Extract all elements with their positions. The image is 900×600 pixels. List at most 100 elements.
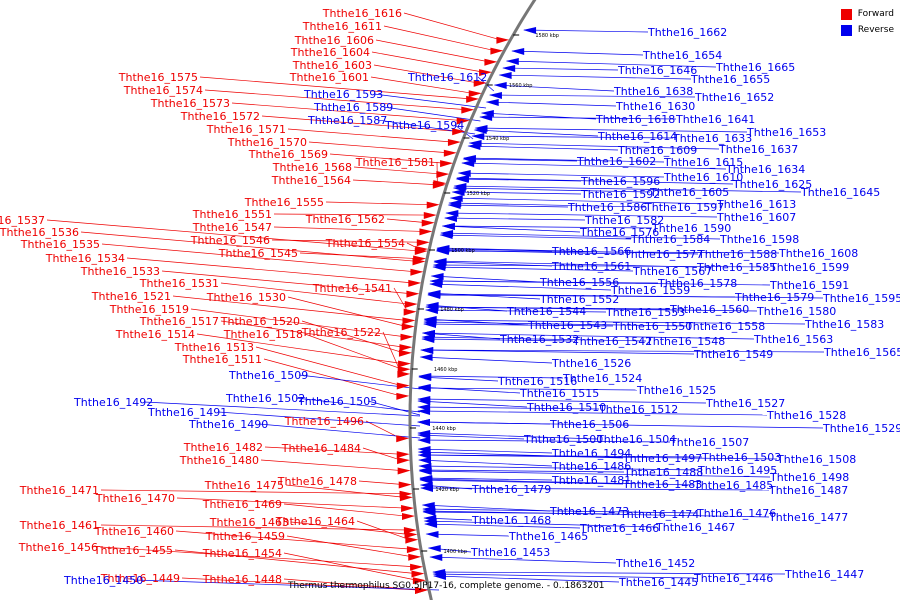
gene-label-reverse: Ththe16_1481 — [551, 474, 631, 487]
gene-label-reverse: Ththe16_1645 — [800, 186, 880, 199]
reverse-gene-arrow — [429, 554, 443, 561]
gene-label-reverse: Ththe16_1483 — [622, 478, 702, 491]
forward-gene-arrow — [447, 139, 461, 146]
reverse-gene-arrow — [419, 354, 433, 361]
leader-line — [99, 546, 415, 568]
gene-label-reverse: Ththe16_1474 — [619, 508, 699, 521]
gene-label-reverse: Ththe16_1447 — [784, 568, 864, 581]
gene-label-forward: Ththe16_1546 — [190, 234, 270, 247]
leader-line — [452, 191, 582, 195]
leader-line — [255, 346, 401, 386]
gene-label-reverse: Ththe16_1561 — [551, 260, 631, 273]
forward-gene-arrow — [466, 95, 480, 103]
leader-line — [422, 504, 551, 512]
leader-line — [494, 84, 615, 92]
leader-line — [426, 533, 510, 537]
gene-label-forward: Ththe16_1513 — [174, 341, 254, 354]
reverse-gene-arrow — [435, 248, 449, 255]
reverse-gene-arrow — [468, 140, 482, 147]
reverse-gene-arrow — [419, 482, 433, 489]
reverse-gene-arrow — [417, 398, 431, 405]
gene-label-reverse: Ththe16_1610 — [663, 171, 743, 184]
gene-label-reverse: Ththe16_1543 — [527, 319, 607, 332]
leader-line — [457, 177, 734, 185]
gene-label-reverse: Ththe16_1502 — [225, 392, 305, 405]
reverse-gene-arrow — [453, 183, 467, 190]
gene-label-forward: Ththe16_1530 — [206, 291, 286, 304]
axis-tick-label: 1560 kbp — [509, 83, 533, 89]
axis-tick-label: 1460 kbp — [434, 367, 458, 373]
leader-line — [352, 179, 437, 186]
reverse-gene-arrow — [505, 58, 519, 65]
gene-label-reverse: Ththe16_1597 — [644, 201, 724, 214]
leader-line — [430, 556, 617, 564]
gene-label-reverse: Ththe16_1473 — [549, 505, 629, 518]
forward-gene-arrow — [397, 467, 411, 475]
reverse-gene-arrow — [448, 200, 462, 207]
forward-gene-arrow — [443, 149, 457, 157]
forward-gene-arrow — [479, 69, 493, 77]
leader-line — [199, 76, 471, 100]
forward-gene-arrow — [408, 553, 422, 561]
gene-label-reverse: Ththe16_1576 — [579, 226, 659, 239]
leader-line — [420, 356, 553, 364]
gene-label-reverse: Ththe16_1646 — [617, 64, 697, 77]
leader-line — [444, 217, 586, 221]
forward-gene-arrow — [412, 577, 426, 585]
gene-label-reverse: Ththe16_1565 — [823, 346, 900, 359]
leader-line — [433, 571, 786, 575]
reverse-gene-arrow — [422, 508, 436, 515]
gene-label-reverse: Ththe16_1599 — [769, 261, 849, 274]
leader-line — [425, 309, 607, 313]
leader-line — [474, 129, 599, 137]
gene-label-forward: Ththe16_1470 — [95, 492, 175, 505]
gene-label-reverse: Ththe16_1587 — [307, 114, 387, 127]
leader-line — [353, 166, 441, 175]
gene-label-reverse: Ththe16_1559 — [610, 284, 690, 297]
leader-line — [356, 520, 410, 540]
leader-line — [448, 204, 569, 208]
leader-line — [283, 578, 420, 591]
reverse-gene-arrow — [432, 264, 446, 271]
legend-forward: Forward — [840, 6, 894, 22]
leader-line — [419, 375, 564, 379]
leader-line — [286, 535, 413, 558]
gene-label-forward: Ththe16_1575 — [118, 71, 198, 84]
leader-line — [422, 336, 647, 342]
gene-label-forward: Ththe16_1534 — [45, 252, 125, 265]
leader-lines — [46, 12, 825, 591]
leader-line — [421, 349, 695, 355]
leader-line — [475, 127, 748, 133]
leader-line — [426, 304, 508, 312]
leader-line — [418, 432, 598, 440]
reverse-gene-arrow — [502, 65, 516, 72]
reverse-gene-arrow — [420, 347, 434, 354]
leader-line — [431, 275, 541, 283]
gene-label-reverse: Ththe16_1550 — [612, 320, 692, 333]
leader-line — [365, 420, 401, 439]
gene-label-reverse: Ththe16_1665 — [715, 61, 795, 74]
forward-gene-arrow — [412, 258, 426, 266]
forward-gene-arrow — [397, 457, 411, 465]
forward-gene-arrow — [490, 47, 504, 55]
reverse-gene-arrow — [461, 160, 475, 167]
forward-gene-arrow — [423, 212, 437, 220]
leader-line — [174, 549, 416, 574]
leader-line — [260, 459, 402, 471]
reverse-gene-arrow — [418, 374, 432, 381]
leader-line — [362, 447, 402, 461]
reverse-gene-arrow — [417, 419, 431, 426]
leader-line — [423, 510, 770, 518]
legend-reverse: Reverse — [840, 22, 894, 38]
reverse-gene-arrow — [427, 545, 441, 552]
gene-labels: Ththe16_1616Ththe16_1611Ththe16_1606Thth… — [0, 7, 900, 589]
leader-line — [418, 454, 778, 460]
gene-label-forward: Ththe16_1574 — [123, 84, 203, 97]
leader-line — [424, 520, 657, 528]
gene-label-reverse: Ththe16_1528 — [766, 409, 846, 422]
forward-gene-arrow — [416, 239, 430, 247]
gene-label-reverse: Ththe16_1602 — [576, 155, 656, 168]
forward-gene-arrow — [436, 170, 450, 178]
gene-label-forward: Ththe16_1545 — [218, 247, 298, 260]
leader-line — [273, 213, 428, 216]
